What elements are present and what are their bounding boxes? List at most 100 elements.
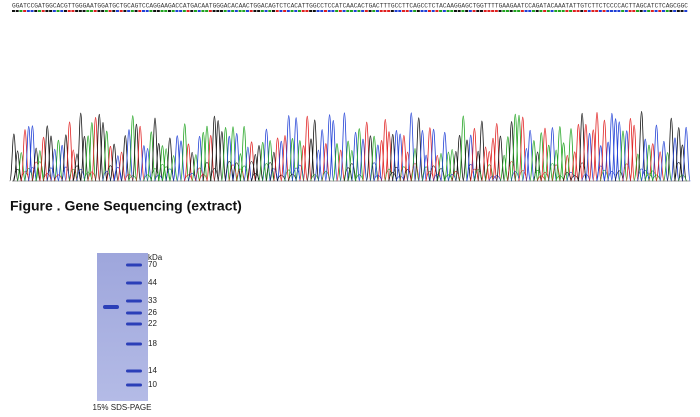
peak [347,163,357,182]
base-mark [558,10,561,12]
peak [492,122,502,182]
base-mark [130,10,134,12]
peak [447,174,457,182]
base-mark [249,10,253,12]
base-mark [472,10,476,12]
peak [295,164,305,182]
marker-label: 22 [148,319,157,328]
base-mark [201,10,205,12]
peak [529,140,539,182]
peak [183,143,193,182]
base-mark [595,10,599,12]
peak [551,164,561,182]
peak [224,135,234,182]
peak [198,131,208,182]
peak [213,120,223,182]
peak [120,135,130,182]
marker-band [126,369,142,373]
base-mark [439,10,443,12]
peak [269,151,279,182]
peak [666,117,676,182]
base-mark [442,10,446,12]
base-mark [673,10,677,12]
base-mark [12,10,15,12]
peak [35,150,45,182]
base-mark [227,10,231,12]
peak [46,135,56,182]
peak [436,153,446,182]
peak [425,127,435,182]
peak [68,168,78,182]
peak [28,167,37,182]
peak [299,145,309,182]
base-mark [19,10,23,12]
base-mark [420,10,424,12]
peak [499,154,509,182]
peak [317,129,327,182]
peak [614,121,624,182]
base-mark [665,10,669,12]
base-mark [64,10,67,12]
marker-band [126,263,142,267]
base-mark [238,10,242,12]
marker-label: 33 [148,296,157,305]
base-mark [680,10,684,12]
peak [239,125,249,182]
peak [94,113,104,182]
peak [35,161,45,182]
base-mark [156,10,160,12]
base-mark [584,10,587,12]
base-mark [283,10,287,12]
base-mark [26,10,30,12]
base-mark [275,10,279,12]
peak [354,128,364,182]
peak [403,169,412,182]
base-mark [539,10,543,12]
base-mark [190,10,194,12]
base-mark [480,10,483,12]
peak [109,143,119,182]
peak [637,110,647,182]
base-mark [376,10,379,12]
base-mark [78,10,82,12]
peak [239,165,249,182]
base-mark [242,10,246,12]
peak [607,112,617,182]
base-mark [246,10,249,12]
peak [284,169,294,182]
peak [306,138,316,182]
peak [143,148,153,182]
peak [640,138,650,182]
gel-unit: kDa [148,253,163,262]
peak [61,134,71,182]
base-mark [234,10,238,12]
base-mark [402,10,405,12]
peak [124,173,134,182]
peak [291,167,301,182]
peak [651,124,661,182]
base-mark [602,10,606,12]
peak [262,163,271,182]
peak [592,112,602,182]
peak [113,155,123,182]
peak [440,131,450,182]
base-mark [257,10,261,12]
peak [551,149,561,182]
marker-band [126,322,142,326]
peak [536,175,546,182]
peak [470,168,479,182]
base-mark [416,10,420,12]
base-mark [457,10,461,12]
base-mark [387,10,391,12]
peak [548,163,557,182]
peak [581,123,591,182]
base-mark [71,10,75,12]
marker-band [126,311,142,315]
peak [484,164,494,182]
base-mark [446,10,450,12]
peak [236,168,245,182]
peak [399,166,409,182]
peak [533,169,542,182]
base-mark [398,10,402,12]
base-mark [413,10,417,12]
